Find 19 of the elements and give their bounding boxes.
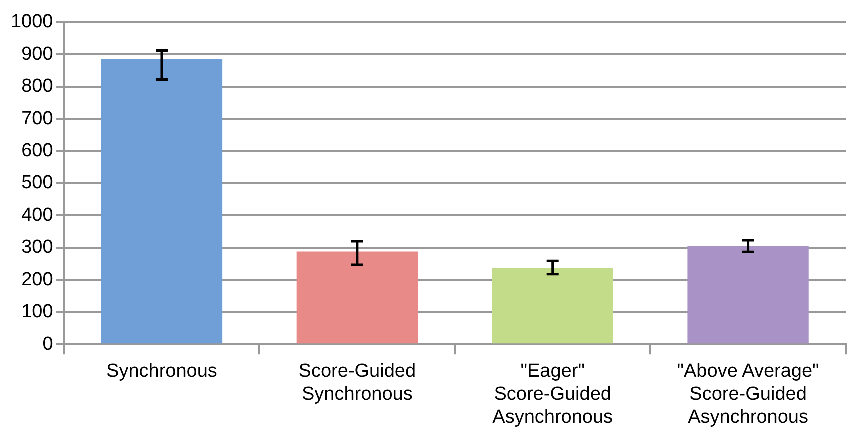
- bar: [296, 252, 418, 344]
- y-tick-label: 800: [22, 76, 54, 98]
- x-tick-label: Synchronous: [106, 361, 218, 382]
- y-tick-label: 200: [22, 269, 54, 290]
- y-tick-label: 700: [22, 108, 54, 130]
- bar: [101, 59, 223, 344]
- x-tick-label: "Above Average" Score-Guided Asynchronous: [677, 361, 820, 428]
- y-tick-label: 900: [22, 44, 54, 65]
- y-tick-label: 0: [42, 334, 54, 355]
- x-tick-label: "Eager" Score-Guided Asynchronous: [492, 361, 614, 428]
- y-tick-label: 300: [22, 237, 54, 258]
- x-tick-label: Score-Guided Synchronous: [298, 361, 416, 406]
- bar: [688, 246, 809, 344]
- y-tick-label: 600: [22, 140, 54, 162]
- y-tick-label: 100: [22, 302, 54, 323]
- y-tick-label: 500: [22, 172, 54, 194]
- y-tick-label: 400: [22, 204, 54, 226]
- y-tick-label: 1000: [10, 12, 54, 33]
- bar: [492, 268, 614, 344]
